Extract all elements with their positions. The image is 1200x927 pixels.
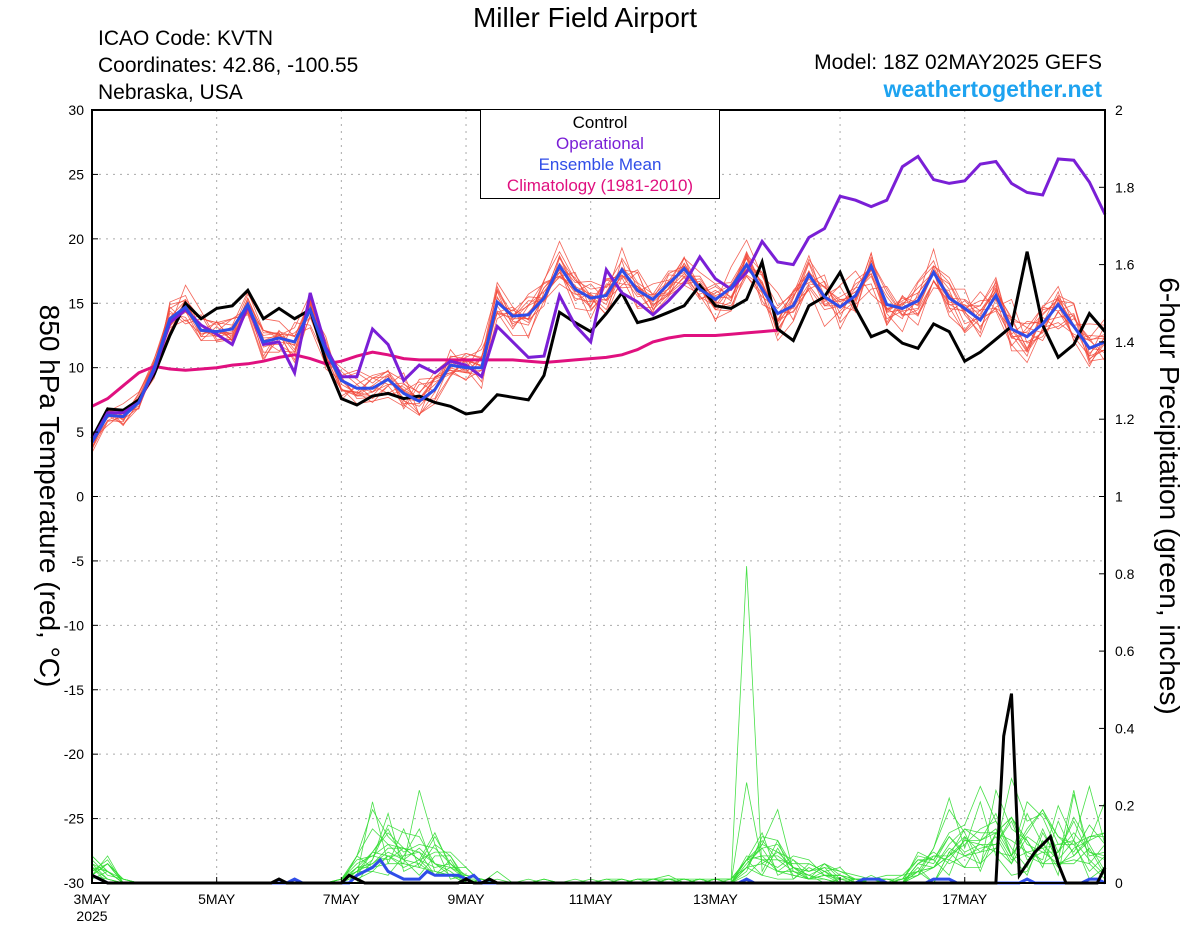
precipitation-member-line [91, 566, 1106, 884]
mean-precipitation-line [91, 857, 1106, 885]
y-tick-label: -15 [64, 682, 84, 698]
temperature-member-line [91, 246, 1106, 443]
y2-tick-label: 1.8 [1115, 179, 1135, 195]
y-tick-label: -30 [64, 875, 84, 891]
chart-title: Miller Field Airport [472, 2, 698, 33]
precipitation-member-line [91, 808, 1106, 884]
y2-tick-label: 0.8 [1115, 566, 1135, 582]
climatology-line [91, 328, 778, 408]
precipitation-members [91, 566, 1106, 884]
y2-tick-label: 2 [1115, 102, 1123, 118]
y2-tick-label: 0.4 [1115, 720, 1135, 736]
y-tick-label: -20 [64, 746, 84, 762]
x-tick-label: 17MAY [942, 891, 988, 907]
coordinates: Coordinates: 42.86, -100.55 [98, 54, 359, 77]
y2-axis-label: 6-hour Precipitation (green, inches) [1154, 277, 1185, 714]
y2-tick-label: 0 [1115, 875, 1123, 891]
temperature-member-line [91, 250, 1106, 437]
x-tick-label: 15MAY [818, 891, 864, 907]
temperature-member-line [91, 251, 1106, 451]
x-tick-label: 11MAY [569, 891, 613, 907]
y-tick-label: 10 [68, 360, 84, 376]
location: Nebraska, USA [98, 81, 243, 104]
mean-temperature-line [90, 261, 1106, 444]
main-series [90, 154, 1107, 885]
temperature-member-line [91, 257, 1106, 449]
precipitation-member-line [91, 808, 1106, 884]
y2-tick-label: 0.6 [1115, 643, 1135, 659]
temperature-member-line [91, 254, 1106, 444]
control-temperature-line [90, 251, 1107, 440]
legend-ensemble-mean: Ensemble Mean [538, 155, 662, 174]
y2-tick-label: 1.6 [1115, 257, 1135, 273]
precipitation-member-line [91, 790, 1106, 884]
x-tick-label: 5MAY [198, 891, 236, 907]
precipitation-member-line [91, 801, 1106, 884]
precipitation-member-line [91, 785, 1106, 884]
axis-ticks: 302520151050-5-10-15-20-25-3021.81.61.41… [64, 102, 1135, 924]
temperature-member-line [91, 250, 1106, 443]
y2-tick-label: 1 [1115, 489, 1123, 505]
y-tick-label: -10 [64, 617, 84, 633]
y-tick-label: 5 [76, 424, 84, 440]
y-tick-label: 0 [76, 489, 84, 505]
y-tick-label: 20 [68, 231, 84, 247]
y-tick-label: -25 [64, 811, 84, 827]
precipitation-member-line [91, 784, 1106, 884]
icao-code: ICAO Code: KVTN [98, 27, 274, 50]
y-axis-label: 850 hPa Temperature (red, °C) [34, 305, 65, 688]
precipitation-member-line [91, 808, 1106, 884]
model-run: Model: 18Z 02MAY2025 GEFS [814, 51, 1102, 74]
precipitation-member-line [91, 801, 1106, 884]
y-tick-label: -5 [72, 553, 85, 569]
x-tick-label: 7MAY [323, 891, 361, 907]
grid-lines [92, 110, 1105, 883]
y2-tick-label: 1.4 [1115, 334, 1135, 350]
temperature-member-line [91, 255, 1106, 448]
y-tick-label: 25 [68, 166, 84, 182]
temperature-member-line [91, 255, 1106, 438]
precipitation-member-line [91, 782, 1106, 884]
y-tick-label: 30 [68, 102, 84, 118]
x-tick-label: 3MAY [73, 891, 111, 907]
legend: Control Operational Ensemble Mean Climat… [480, 109, 720, 199]
legend-control: Control [572, 113, 628, 132]
x-tick-label: 13MAY [693, 891, 739, 907]
legend-operational: Operational [556, 134, 644, 153]
temperature-member-line [91, 251, 1106, 443]
temperature-member-line [91, 253, 1106, 453]
x-tick-year: 2025 [76, 908, 107, 924]
x-tick-label: 9MAY [447, 891, 485, 907]
legend-climatology: Climatology (1981-2010) [506, 176, 694, 195]
y2-tick-label: 0.2 [1115, 798, 1135, 814]
y-tick-label: 15 [68, 295, 84, 311]
site-link[interactable]: weathertogether.net [883, 76, 1102, 102]
temperature-member-line [91, 240, 1106, 448]
temperature-members [91, 239, 1106, 453]
precipitation-member-line [91, 788, 1106, 884]
y2-tick-label: 1.2 [1115, 411, 1135, 427]
